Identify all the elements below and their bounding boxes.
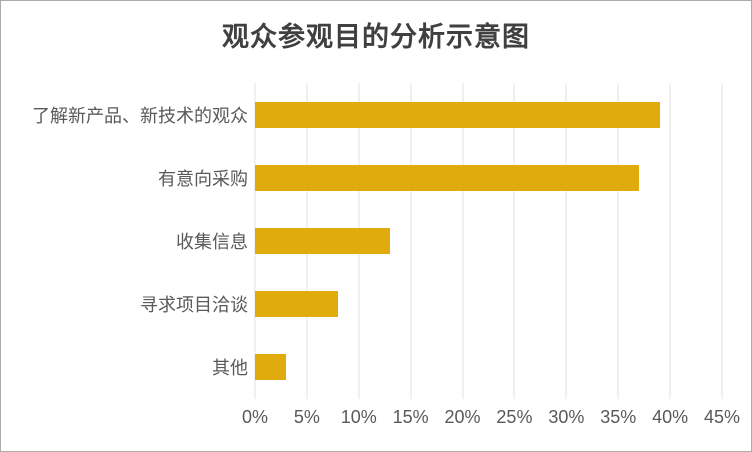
gridline xyxy=(721,83,723,399)
plot-area xyxy=(254,83,723,399)
gridline xyxy=(617,83,619,399)
gridline xyxy=(565,83,567,399)
x-tick-label: 45% xyxy=(703,407,741,427)
gridline xyxy=(410,83,412,399)
category-labels: 了解新产品、新技术的观众有意向采购收集信息寻求项目洽谈其他 xyxy=(1,83,248,399)
category-label: 收集信息 xyxy=(176,232,248,252)
bar-row xyxy=(255,83,722,146)
bar-row xyxy=(255,336,722,399)
x-tick-label: 35% xyxy=(600,407,637,427)
chart-title: 观众参观目的分析示意图 xyxy=(222,22,530,52)
bar-row xyxy=(255,146,722,209)
x-tick-label: 30% xyxy=(548,407,585,427)
bar-row xyxy=(255,209,722,272)
x-tick-label: 25% xyxy=(496,407,533,427)
bar-1 xyxy=(255,101,660,128)
bar-3 xyxy=(255,228,390,254)
gridline xyxy=(513,83,515,399)
x-tick-label: 40% xyxy=(652,407,689,427)
bar-2 xyxy=(255,164,639,191)
category-label: 其他 xyxy=(212,358,248,379)
x-tick-label: 10% xyxy=(340,407,377,427)
x-tick-label: 5% xyxy=(293,407,320,427)
bars xyxy=(255,83,722,399)
x-tick-label: 20% xyxy=(444,407,481,427)
gridline xyxy=(669,83,671,399)
category-label: 寻求项目洽谈 xyxy=(140,295,248,316)
bar-5 xyxy=(255,354,287,381)
x-axis-ticks: 0% 5% 10% 15% 20% 25% 30% 35% 40% 45% xyxy=(242,405,740,435)
category-label: 了解新产品、新技术的观众 xyxy=(32,105,248,126)
x-tick-label: 15% xyxy=(392,407,429,427)
gridline xyxy=(462,83,464,399)
bar-4 xyxy=(255,291,339,318)
bar-row xyxy=(255,273,722,336)
category-label: 有意向采购 xyxy=(158,168,248,189)
x-tick-label: 0% xyxy=(241,407,269,427)
